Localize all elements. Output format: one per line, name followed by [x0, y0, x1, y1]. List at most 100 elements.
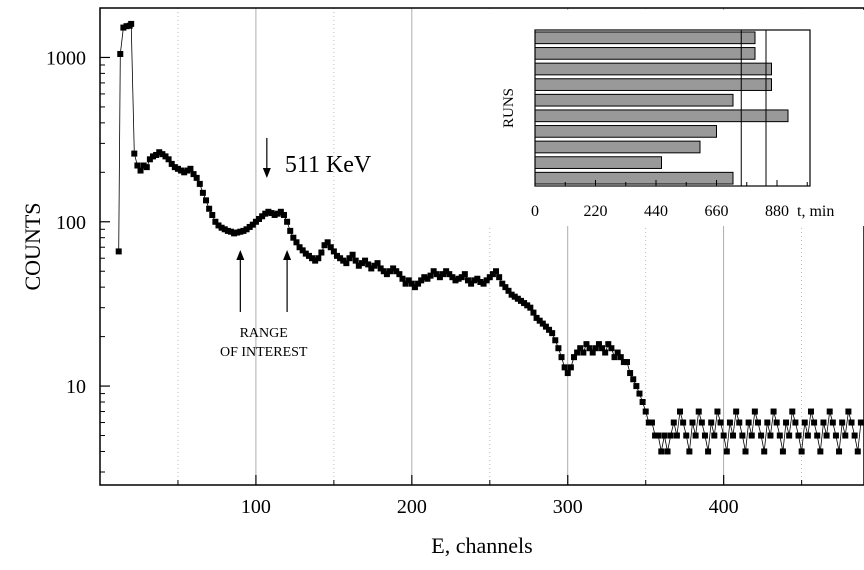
data-point [115, 248, 122, 255]
data-point [542, 323, 549, 330]
data-point [461, 271, 468, 278]
data-point [826, 408, 833, 415]
data-point [670, 419, 677, 426]
data-point [449, 274, 456, 281]
data-point [343, 260, 350, 267]
roi-arrow-right-head [283, 250, 292, 260]
data-point [567, 364, 574, 371]
roi-arrow-left-head [236, 250, 245, 260]
data-point [184, 167, 191, 174]
data-point [639, 398, 646, 405]
data-point [539, 320, 546, 327]
data-point [564, 370, 571, 377]
data-point [150, 153, 157, 160]
data-point [524, 302, 531, 309]
data-point [315, 255, 322, 262]
data-point [736, 419, 743, 426]
data-point [221, 226, 228, 233]
data-point [561, 364, 568, 371]
data-point [299, 247, 306, 254]
data-point [120, 24, 127, 31]
x-tick-label: 200 [397, 496, 427, 518]
data-point [652, 432, 659, 439]
data-point [627, 370, 634, 377]
data-point [327, 244, 334, 251]
main-plot-frame [99, 7, 864, 486]
data-point [349, 251, 356, 258]
data-point [265, 208, 272, 215]
data-point [137, 167, 144, 174]
data-point [374, 260, 381, 267]
data-point [162, 153, 169, 160]
data-point [237, 228, 244, 235]
data-point [312, 257, 319, 264]
data-point [234, 229, 241, 236]
data-point [203, 197, 210, 204]
data-point [256, 215, 263, 222]
inset-bar [534, 62, 772, 76]
data-point [340, 257, 347, 264]
data-point [433, 271, 440, 278]
data-point [262, 210, 269, 217]
y-tick-label: 1000 [46, 47, 86, 69]
inset-bar [534, 171, 734, 185]
data-point [159, 151, 166, 158]
data-point [546, 326, 553, 333]
data-point [134, 162, 141, 169]
data-point [577, 345, 584, 352]
data-point [421, 274, 428, 281]
data-point [243, 226, 250, 233]
data-point [717, 419, 724, 426]
data-point [845, 408, 852, 415]
data-point [599, 345, 606, 352]
data-point [209, 211, 216, 218]
inset-bar [534, 78, 772, 91]
data-point [383, 271, 390, 278]
inset-frame [534, 29, 811, 187]
data-point [733, 408, 740, 415]
data-point [427, 272, 434, 279]
data-point [408, 280, 415, 287]
data-point [527, 304, 534, 311]
data-point [851, 432, 858, 439]
data-point [246, 223, 253, 230]
data-point [817, 448, 824, 455]
data-point [405, 277, 412, 284]
data-point [231, 230, 238, 237]
inset-bar [534, 140, 701, 154]
x-tick-label: 400 [709, 496, 739, 518]
data-point [117, 50, 124, 57]
data-point [206, 205, 213, 212]
data-point [620, 359, 627, 366]
data-point [377, 265, 384, 272]
data-point [748, 432, 755, 439]
data-point [443, 268, 450, 275]
data-point [140, 162, 147, 169]
data-point [171, 164, 178, 171]
data-point [415, 280, 422, 287]
data-point [452, 277, 459, 284]
data-point [346, 255, 353, 262]
data-point [249, 221, 256, 228]
data-point [477, 278, 484, 285]
data-point [362, 257, 369, 264]
inset-bar [534, 31, 756, 45]
data-point [848, 419, 855, 426]
data-point [496, 274, 503, 281]
inset-bar [534, 109, 789, 123]
runs-inset-chart: 0 220 440 660 880 RUNS t, min [480, 10, 864, 226]
data-point [580, 349, 587, 356]
data-point [602, 349, 609, 356]
spectrum-points [115, 20, 864, 455]
data-point [658, 448, 665, 455]
data-point [786, 432, 793, 439]
data-point [224, 227, 231, 234]
data-point [595, 341, 602, 348]
data-point [280, 211, 287, 218]
data-point [402, 280, 409, 287]
data-point [199, 189, 206, 196]
data-point [552, 337, 559, 344]
data-point [536, 317, 543, 324]
data-point [284, 218, 291, 225]
